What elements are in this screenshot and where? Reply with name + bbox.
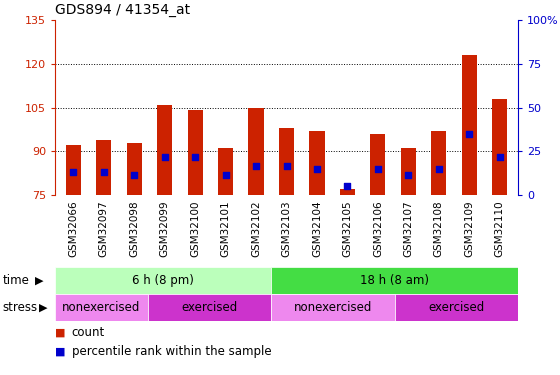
- Text: GSM32108: GSM32108: [434, 201, 444, 257]
- Text: GSM32103: GSM32103: [282, 201, 292, 257]
- Bar: [218, 148, 233, 195]
- Text: GSM32109: GSM32109: [464, 201, 474, 257]
- Bar: [395, 294, 518, 321]
- Text: 18 h (8 am): 18 h (8 am): [360, 274, 429, 287]
- Text: GSM32099: GSM32099: [160, 201, 170, 257]
- Bar: [271, 267, 518, 294]
- Text: GSM32105: GSM32105: [342, 201, 352, 257]
- Point: [69, 169, 78, 175]
- Point: [130, 172, 139, 178]
- Text: ▶: ▶: [35, 276, 44, 285]
- Text: stress: stress: [3, 301, 38, 314]
- Point: [160, 154, 169, 160]
- Text: exercised: exercised: [181, 301, 237, 314]
- Bar: [55, 294, 148, 321]
- Bar: [401, 148, 416, 195]
- Text: time: time: [3, 274, 30, 287]
- Point: [190, 154, 199, 160]
- Bar: [431, 131, 446, 195]
- Text: ▶: ▶: [39, 303, 48, 312]
- Text: ■: ■: [55, 328, 66, 338]
- Text: nonexercised: nonexercised: [293, 301, 372, 314]
- Text: count: count: [72, 326, 105, 339]
- Bar: [66, 146, 81, 195]
- Point: [374, 166, 382, 172]
- Bar: [461, 55, 477, 195]
- Text: GSM32110: GSM32110: [494, 201, 505, 257]
- Bar: [340, 189, 355, 195]
- Bar: [370, 134, 385, 195]
- Point: [251, 163, 260, 169]
- Text: nonexercised: nonexercised: [62, 301, 141, 314]
- Text: exercised: exercised: [428, 301, 484, 314]
- Bar: [157, 105, 172, 195]
- Bar: [249, 108, 264, 195]
- Text: GDS894 / 41354_at: GDS894 / 41354_at: [55, 3, 190, 17]
- Point: [343, 183, 352, 189]
- Bar: [55, 267, 271, 294]
- Bar: [96, 140, 111, 195]
- Bar: [188, 110, 203, 195]
- Text: GSM32101: GSM32101: [221, 201, 231, 257]
- Bar: [279, 128, 294, 195]
- Text: ■: ■: [55, 346, 66, 357]
- Bar: [148, 294, 271, 321]
- Point: [495, 154, 504, 160]
- Text: GSM32098: GSM32098: [129, 201, 139, 257]
- Text: percentile rank within the sample: percentile rank within the sample: [72, 345, 272, 358]
- Text: 6 h (8 pm): 6 h (8 pm): [132, 274, 194, 287]
- Point: [312, 166, 321, 172]
- Point: [221, 172, 230, 178]
- Point: [435, 166, 444, 172]
- Point: [99, 169, 108, 175]
- Text: GSM32102: GSM32102: [251, 201, 261, 257]
- Point: [404, 172, 413, 178]
- Text: GSM32066: GSM32066: [68, 201, 78, 257]
- Text: GSM32100: GSM32100: [190, 201, 200, 257]
- Bar: [309, 131, 325, 195]
- Bar: [492, 99, 507, 195]
- Point: [465, 131, 474, 137]
- Text: GSM32107: GSM32107: [403, 201, 413, 257]
- Text: GSM32106: GSM32106: [373, 201, 383, 257]
- Text: GSM32104: GSM32104: [312, 201, 322, 257]
- Point: [282, 163, 291, 169]
- Bar: [127, 142, 142, 195]
- Text: GSM32097: GSM32097: [99, 201, 109, 257]
- Bar: [271, 294, 395, 321]
